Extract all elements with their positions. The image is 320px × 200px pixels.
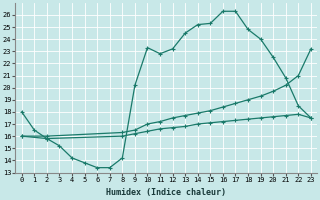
X-axis label: Humidex (Indice chaleur): Humidex (Indice chaleur) (106, 188, 226, 197)
